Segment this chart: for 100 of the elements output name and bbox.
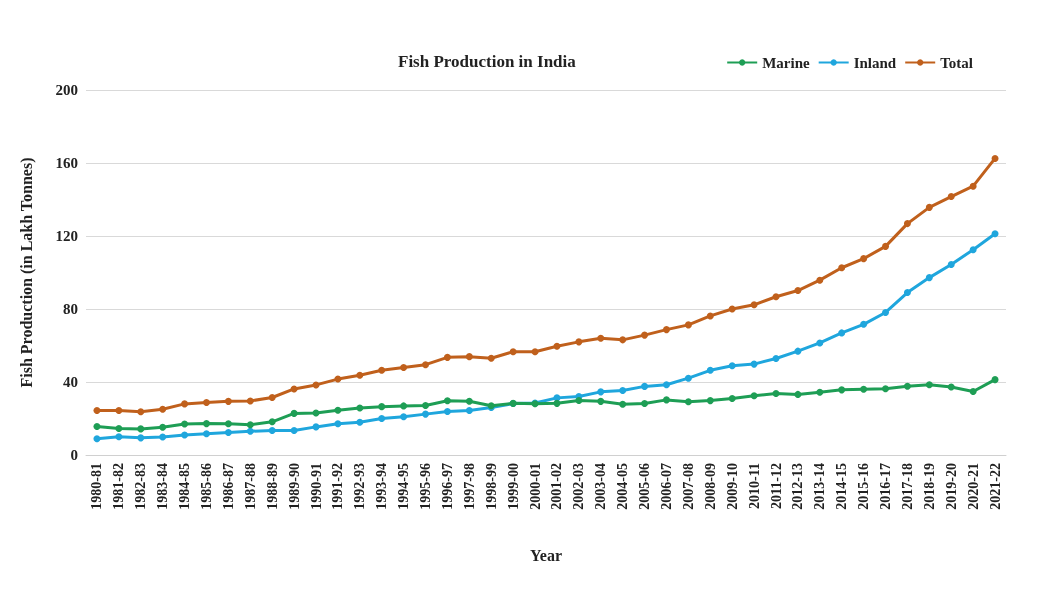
point	[816, 388, 824, 396]
point	[422, 402, 430, 410]
point	[597, 388, 605, 396]
point	[838, 329, 846, 337]
y-tick-label: 0	[70, 447, 78, 463]
point	[969, 387, 977, 395]
x-tick-label: 2004-05	[615, 463, 631, 510]
x-tick-label: 2015-16	[856, 463, 872, 510]
point	[159, 423, 167, 431]
point	[465, 406, 473, 414]
legend-label: Inland	[853, 54, 897, 71]
point	[400, 413, 408, 421]
point	[903, 289, 911, 297]
point	[422, 361, 430, 369]
point	[662, 381, 670, 389]
x-tick-label: 2012-13	[790, 463, 806, 510]
x-tick-label: 2008-09	[702, 463, 718, 510]
x-tick-label: 1999-00	[505, 463, 521, 510]
point	[706, 397, 714, 405]
x-tick-label: 2020-21	[965, 463, 981, 510]
x-tick-label: 2014-15	[834, 463, 850, 510]
point	[728, 394, 736, 402]
point	[838, 264, 846, 272]
point	[706, 312, 714, 320]
x-tick-label: 2016-17	[878, 463, 894, 510]
point	[662, 326, 670, 334]
point	[268, 427, 276, 435]
x-tick-label: 2018-19	[921, 463, 937, 510]
point	[334, 420, 342, 428]
point	[465, 397, 473, 405]
y-tick-label: 120	[55, 228, 78, 244]
x-tick-label: 2013-14	[812, 463, 828, 510]
y-axis-title: Fish Production (in Lakh Tonnes)	[17, 157, 36, 388]
x-tick-label: 2003-04	[593, 463, 609, 510]
point	[224, 420, 232, 428]
point	[728, 305, 736, 313]
point	[882, 308, 890, 316]
point	[925, 274, 933, 282]
point	[290, 409, 298, 417]
point	[159, 433, 167, 441]
y-tick-label: 40	[63, 374, 78, 390]
point	[378, 403, 386, 411]
x-tick-label: 1984-85	[177, 463, 193, 510]
point	[641, 400, 649, 408]
point	[969, 182, 977, 190]
x-tick-label: 2011-12	[768, 463, 784, 509]
point	[553, 399, 561, 407]
point	[750, 301, 758, 309]
point	[137, 434, 145, 442]
point	[93, 423, 101, 431]
x-tick-label: 1994-95	[396, 463, 412, 510]
point	[619, 400, 627, 408]
point	[641, 331, 649, 339]
point	[443, 397, 451, 405]
point	[181, 431, 189, 439]
point	[947, 260, 955, 268]
point	[816, 276, 824, 284]
point	[378, 366, 386, 374]
point	[202, 420, 210, 428]
point	[378, 415, 386, 422]
point	[641, 382, 649, 390]
x-tick-label: 1987-88	[242, 463, 258, 510]
point	[794, 390, 802, 398]
point	[93, 435, 101, 443]
point	[991, 230, 999, 238]
point	[268, 394, 276, 402]
point	[728, 362, 736, 370]
point	[794, 287, 802, 295]
point	[597, 334, 605, 342]
point	[465, 353, 473, 361]
point	[334, 406, 342, 414]
x-tick-label: 2001-02	[549, 463, 565, 510]
x-tick-label: 1995-96	[418, 463, 434, 510]
x-tick-label: 1990-91	[308, 463, 324, 510]
point	[772, 293, 780, 301]
point	[947, 193, 955, 201]
point	[356, 418, 364, 426]
legend-label: Marine	[762, 54, 811, 71]
point	[290, 427, 298, 435]
point	[202, 398, 210, 406]
point	[991, 376, 999, 384]
point	[860, 320, 868, 328]
point	[553, 342, 561, 350]
point	[202, 430, 210, 438]
y-tick-label: 200	[55, 82, 78, 98]
point	[903, 220, 911, 228]
x-tick-label: 2009-10	[724, 463, 740, 510]
point	[860, 385, 868, 393]
point	[181, 400, 189, 408]
chart-title: Fish Production in India	[398, 52, 577, 71]
point	[487, 354, 495, 362]
x-tick-label: 1993-94	[374, 463, 390, 510]
x-tick-label: 2007-08	[680, 463, 696, 510]
y-tick-label: 160	[55, 155, 78, 171]
point	[159, 405, 167, 413]
x-tick-label: 1986-87	[220, 463, 236, 510]
point	[597, 397, 605, 405]
x-tick-label: 1996-97	[439, 463, 455, 510]
legend-label: Total	[940, 54, 974, 71]
point	[925, 203, 933, 211]
